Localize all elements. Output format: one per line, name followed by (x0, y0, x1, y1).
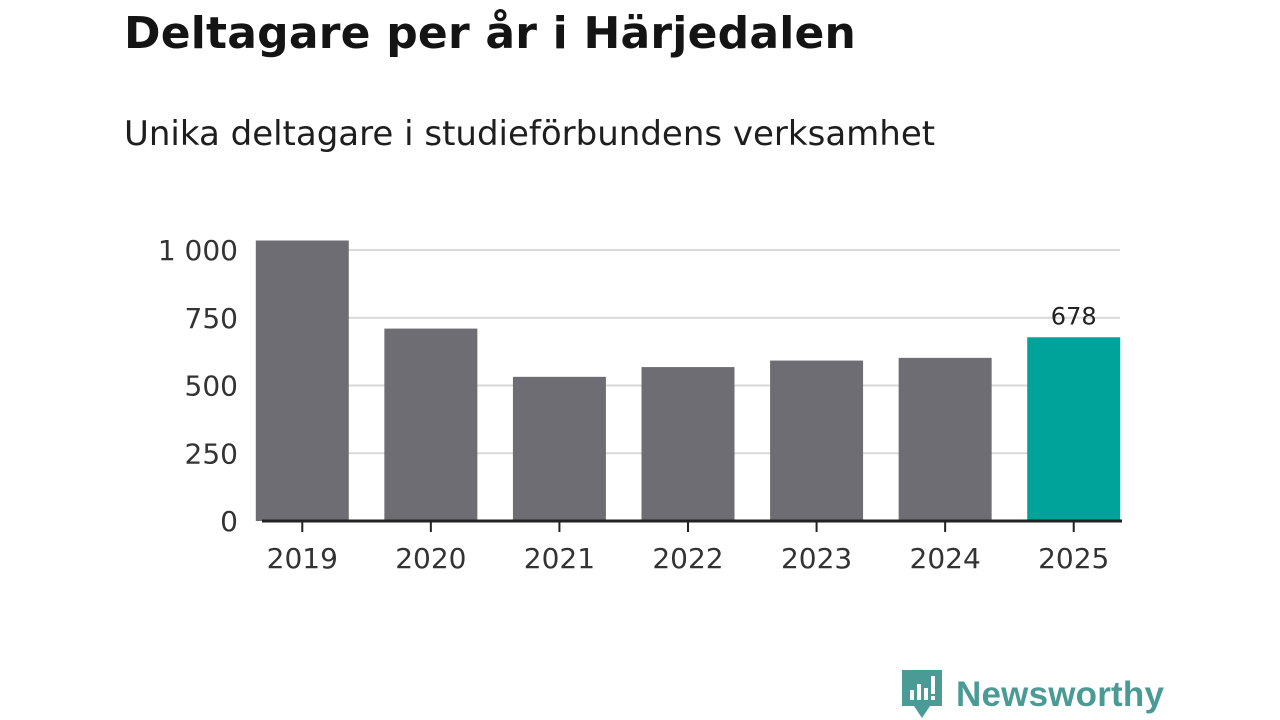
x-tick-label: 2021 (524, 542, 595, 575)
bar-2022 (641, 367, 735, 521)
newsworthy-logo-icon (902, 670, 942, 718)
x-tick-label: 2024 (910, 542, 981, 575)
x-tick-label: 2022 (652, 542, 723, 575)
x-tick-label: 2020 (395, 542, 466, 575)
chart-title: Deltagare per år i Härjedalen (124, 8, 857, 59)
y-tick-label: 250 (185, 437, 238, 470)
y-tick-label: 750 (185, 302, 238, 335)
bar-2020 (384, 328, 478, 521)
y-tick-label: 500 (185, 370, 238, 403)
data-label: 678 (1051, 302, 1097, 330)
x-tick-label: 2019 (267, 542, 338, 575)
newsworthy-brand: Newsworthy (902, 670, 1164, 720)
y-tick-label: 1 000 (158, 234, 238, 267)
brand-name: Newsworthy (956, 675, 1165, 714)
bar-2021 (512, 376, 606, 521)
bar-2025 (1027, 337, 1121, 521)
bar-2023 (770, 360, 864, 521)
bar-chart: 0 250 500 750 1 000 2019 2020 2021 2022 2023 2024 2… (158, 234, 1122, 575)
x-tick-label: 2023 (781, 542, 852, 575)
bar-2019 (255, 240, 349, 521)
bar-2024 (898, 357, 992, 521)
x-tick-label: 2025 (1038, 542, 1109, 575)
chart-subtitle: Unika deltagare i studieförbundens verks… (124, 114, 936, 154)
y-tick-label: 0 (220, 505, 238, 538)
